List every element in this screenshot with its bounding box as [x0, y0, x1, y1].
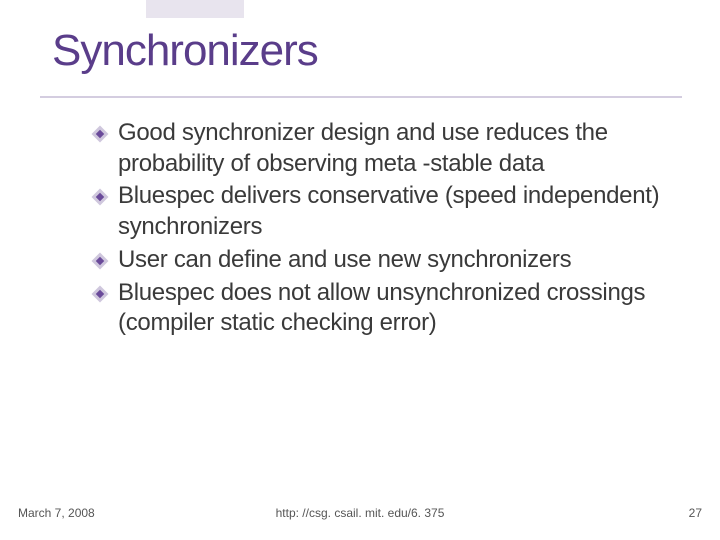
diamond-bullet-icon — [94, 128, 108, 142]
diamond-bullet-icon — [94, 288, 108, 302]
diamond-bullet-icon — [94, 191, 108, 205]
title-underline — [40, 96, 682, 98]
list-item: Good synchronizer design and use reduces… — [94, 118, 674, 179]
slide-title: Synchronizers — [52, 26, 318, 76]
bullet-text: Good synchronizer design and use reduces… — [118, 118, 674, 179]
diamond-bullet-icon — [94, 255, 108, 269]
bullet-list: Good synchronizer design and use reduces… — [94, 118, 674, 341]
slide: Synchronizers Good synchronizer design a… — [0, 0, 720, 540]
list-item: Bluespec delivers conservative (speed in… — [94, 181, 674, 242]
bullet-text: User can define and use new synchronizer… — [118, 245, 571, 276]
list-item: Bluespec does not allow unsynchronized c… — [94, 278, 674, 339]
bullet-text: Bluespec delivers conservative (speed in… — [118, 181, 674, 242]
list-item: User can define and use new synchronizer… — [94, 245, 674, 276]
footer-page-number: 27 — [689, 506, 702, 520]
bullet-text: Bluespec does not allow unsynchronized c… — [118, 278, 674, 339]
accent-block — [146, 0, 244, 18]
footer-url: http: //csg. csail. mit. edu/6. 375 — [0, 506, 720, 520]
